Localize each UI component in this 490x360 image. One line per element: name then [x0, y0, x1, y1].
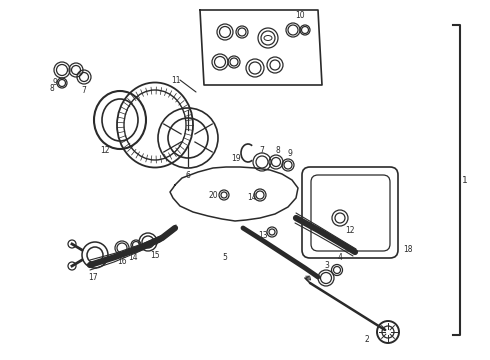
Text: 18: 18	[403, 246, 413, 255]
Text: 13: 13	[258, 230, 268, 239]
Text: 16: 16	[117, 257, 127, 266]
Text: 9: 9	[288, 149, 293, 158]
Text: 10: 10	[295, 10, 305, 19]
Text: 2: 2	[365, 336, 369, 345]
Text: 14: 14	[128, 253, 138, 262]
Text: 5: 5	[222, 253, 227, 262]
Text: 8: 8	[49, 84, 54, 93]
Text: 7: 7	[260, 145, 265, 154]
Text: 19: 19	[231, 153, 241, 162]
Text: 17: 17	[88, 274, 98, 283]
Text: 15: 15	[150, 251, 160, 260]
Text: 6: 6	[186, 171, 191, 180]
Text: 12: 12	[345, 225, 355, 234]
Text: 4: 4	[338, 253, 343, 262]
Text: 7: 7	[81, 86, 86, 95]
Text: 20: 20	[208, 190, 218, 199]
Text: 12: 12	[100, 145, 110, 154]
Text: 11: 11	[171, 76, 181, 85]
Text: 8: 8	[275, 145, 280, 154]
Text: 3: 3	[324, 261, 329, 270]
Text: 1: 1	[462, 176, 468, 185]
Text: 14: 14	[247, 193, 257, 202]
Text: 9: 9	[52, 77, 57, 86]
